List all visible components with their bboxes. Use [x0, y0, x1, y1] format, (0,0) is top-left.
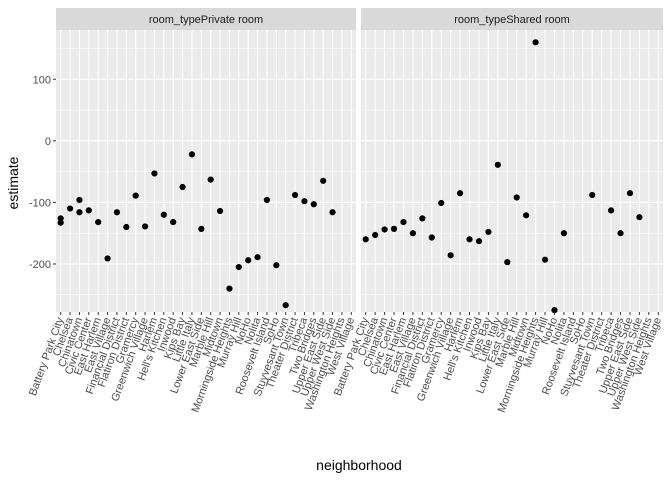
data-point — [301, 198, 308, 205]
data-point — [362, 236, 369, 243]
y-tick-label: -100 — [29, 197, 51, 209]
data-point — [132, 192, 139, 199]
facet-strip — [56, 8, 356, 30]
data-point — [76, 196, 83, 204]
data-point — [419, 215, 426, 222]
data-point — [372, 231, 379, 239]
data-point — [438, 199, 445, 207]
data-point — [216, 207, 224, 215]
data-point — [113, 209, 121, 216]
panels-layer: room_typePrivate room room_typeShared roo… — [56, 8, 663, 314]
data-point — [589, 191, 596, 199]
data-point — [466, 236, 473, 243]
panel-1: room_typePrivate room — [56, 8, 356, 312]
data-point — [390, 225, 398, 232]
data-point — [245, 257, 252, 264]
data-point — [151, 170, 158, 177]
data-point — [513, 194, 520, 201]
data-point — [636, 214, 643, 221]
y-tick-label: -200 — [29, 259, 51, 271]
data-point — [254, 254, 261, 261]
data-point — [447, 252, 454, 259]
data-point — [320, 177, 327, 184]
data-point — [475, 238, 483, 245]
data-point — [76, 209, 83, 216]
data-point — [428, 234, 435, 241]
data-point — [179, 183, 186, 191]
panel-background — [361, 30, 663, 312]
data-point — [329, 209, 336, 216]
data-point — [456, 190, 464, 197]
facet-label: room_typePrivate room — [149, 14, 263, 26]
data-point — [560, 230, 568, 237]
data-point — [170, 219, 177, 226]
facet-label: room_typeShared room — [454, 14, 570, 26]
data-point — [541, 256, 549, 263]
facet-strip — [361, 8, 663, 30]
data-point — [381, 226, 388, 233]
data-point — [160, 211, 167, 218]
data-point — [310, 201, 317, 208]
y-axis-title: estimate — [5, 156, 21, 209]
data-point — [104, 255, 111, 262]
data-point — [494, 161, 501, 168]
data-point — [95, 219, 102, 226]
data-point — [485, 228, 492, 236]
data-point — [85, 207, 92, 214]
data-point — [57, 219, 64, 226]
y-tick-label: 0 — [45, 136, 51, 148]
data-point — [273, 262, 280, 269]
data-point — [198, 225, 205, 232]
data-point — [551, 307, 558, 314]
data-point — [282, 302, 289, 309]
data-point — [626, 190, 634, 197]
data-point — [504, 259, 511, 266]
y-tick-label: 100 — [33, 74, 51, 86]
data-point — [141, 223, 149, 230]
data-point — [57, 215, 64, 222]
data-point — [123, 223, 130, 231]
data-point — [263, 196, 271, 204]
data-point — [226, 285, 233, 292]
data-point — [409, 230, 417, 237]
data-point — [617, 230, 624, 237]
panel-2: room_typeShared room — [361, 8, 663, 314]
data-point — [207, 176, 214, 183]
x-axis-title: neighborhood — [316, 457, 402, 473]
data-point — [523, 212, 530, 219]
data-point — [400, 219, 407, 226]
y-axis: -200 -100 0 100 — [29, 74, 56, 271]
data-point — [291, 191, 299, 199]
panel-background — [56, 30, 356, 312]
data-point — [66, 205, 74, 212]
data-point — [188, 151, 196, 158]
data-point — [607, 207, 615, 214]
data-point — [532, 39, 539, 46]
data-point — [235, 263, 242, 271]
